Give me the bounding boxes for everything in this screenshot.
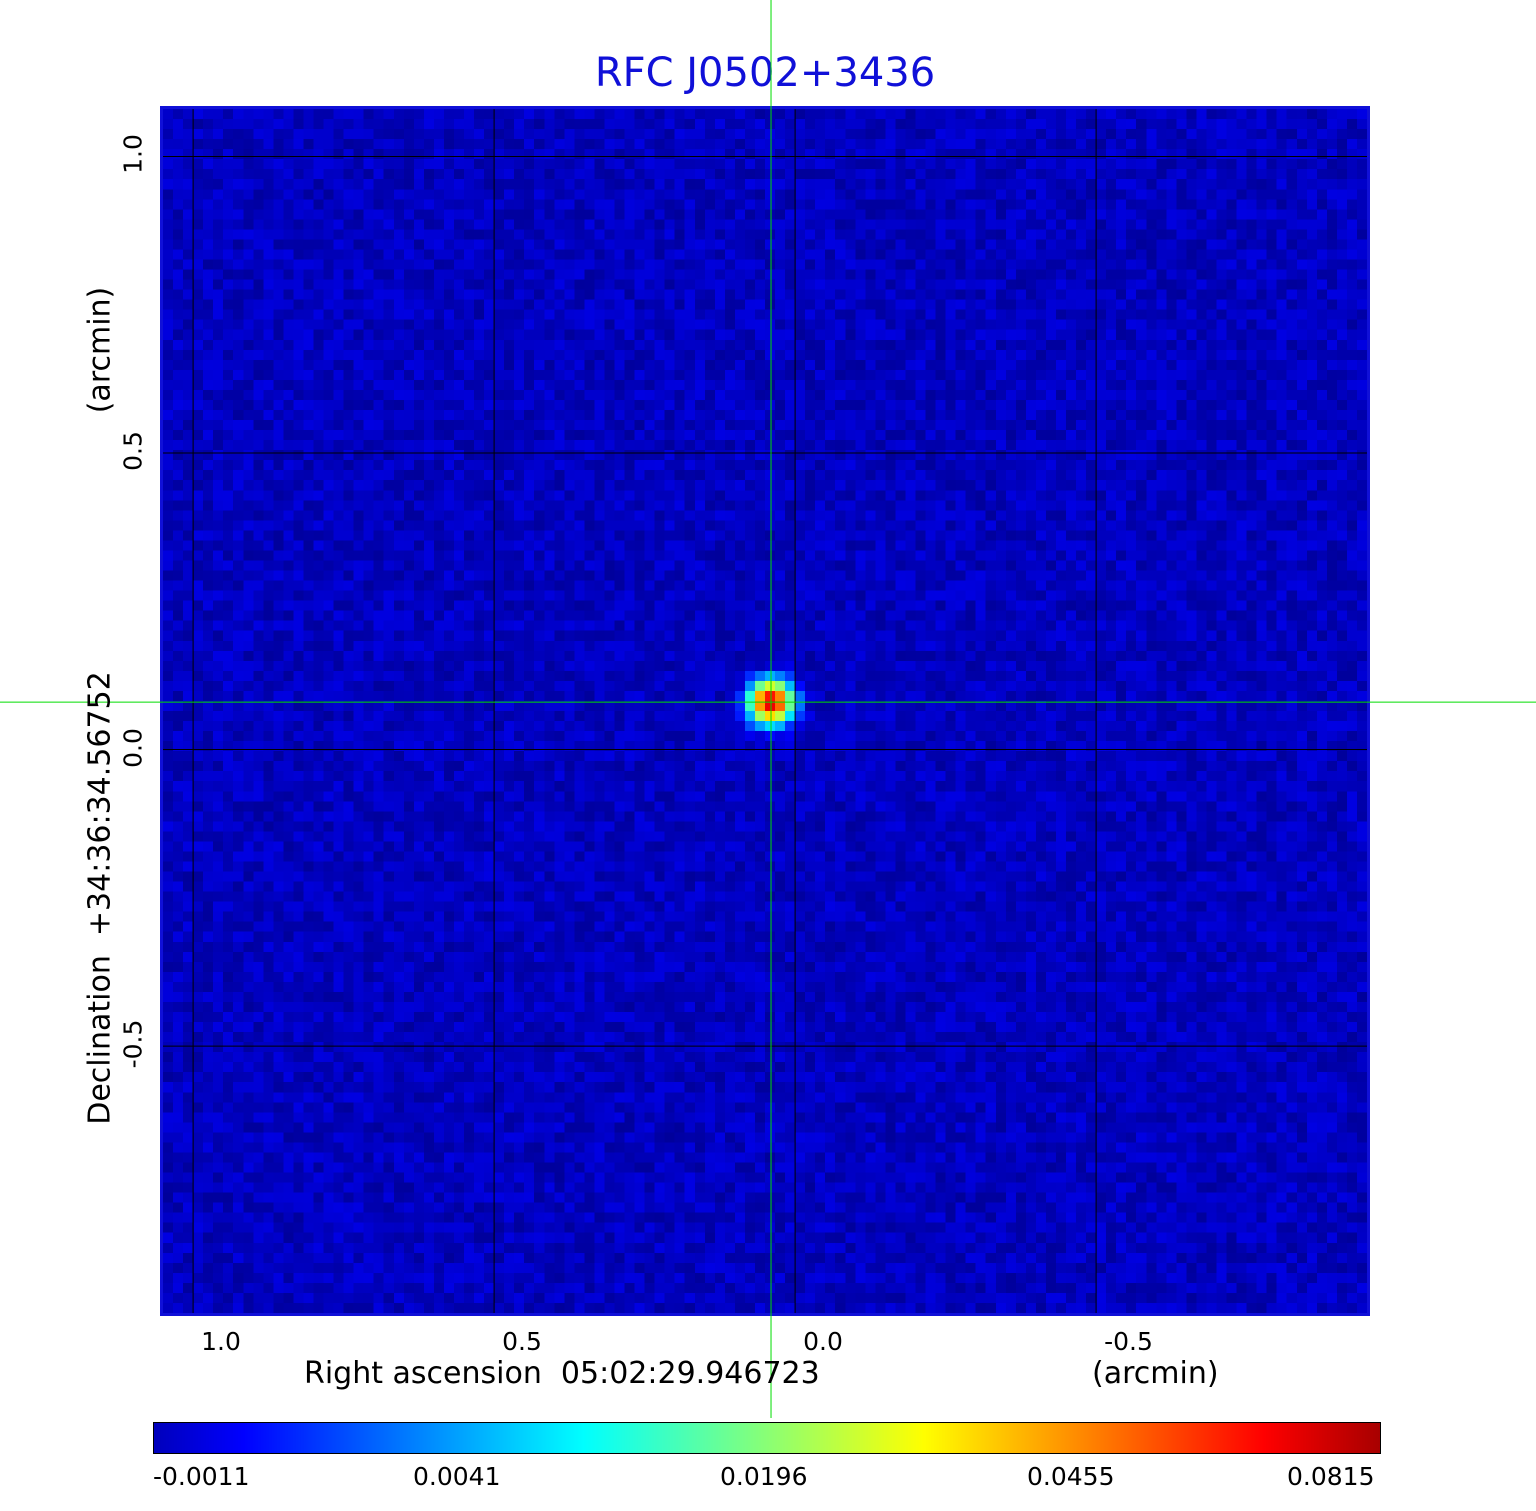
x-tick-label: 1.0: [201, 1327, 241, 1356]
x-tick-label: 0.0: [803, 1327, 843, 1356]
x-axis-unit: (arcmin): [1092, 1356, 1219, 1391]
y-tick-label: 0.5: [118, 431, 148, 471]
colorbar-tick-label: 0.0455: [1027, 1462, 1115, 1491]
colorbar-tick-label: 0.0196: [720, 1462, 808, 1491]
y-tick-label: -0.5: [118, 1019, 148, 1069]
crosshair: [0, 0, 1536, 1418]
colorbar: [153, 1422, 1381, 1454]
chart-title: RFC J0502+3436: [594, 50, 936, 96]
x-tick-label: 0.5: [502, 1327, 542, 1356]
grid-lines: [163, 109, 1367, 1313]
x-axis-label: Right ascension 05:02:29.946723: [304, 1356, 820, 1391]
colorbar-tick-label: 0.0815: [1287, 1462, 1375, 1491]
colorbar-tick-label: -0.0011: [153, 1462, 250, 1491]
x-tick-label: -0.5: [1104, 1327, 1153, 1356]
y-tick-label: 0.0: [118, 727, 148, 768]
intensity-map: [163, 109, 1367, 1313]
y-axis-unit: (arcmin): [82, 286, 118, 414]
y-tick-label: 1.0: [118, 134, 148, 175]
plot-frame: [160, 106, 1370, 1316]
colorbar-tick-label: 0.0041: [413, 1462, 501, 1491]
y-axis-label: Declination +34:36:34.56752: [82, 671, 118, 1125]
